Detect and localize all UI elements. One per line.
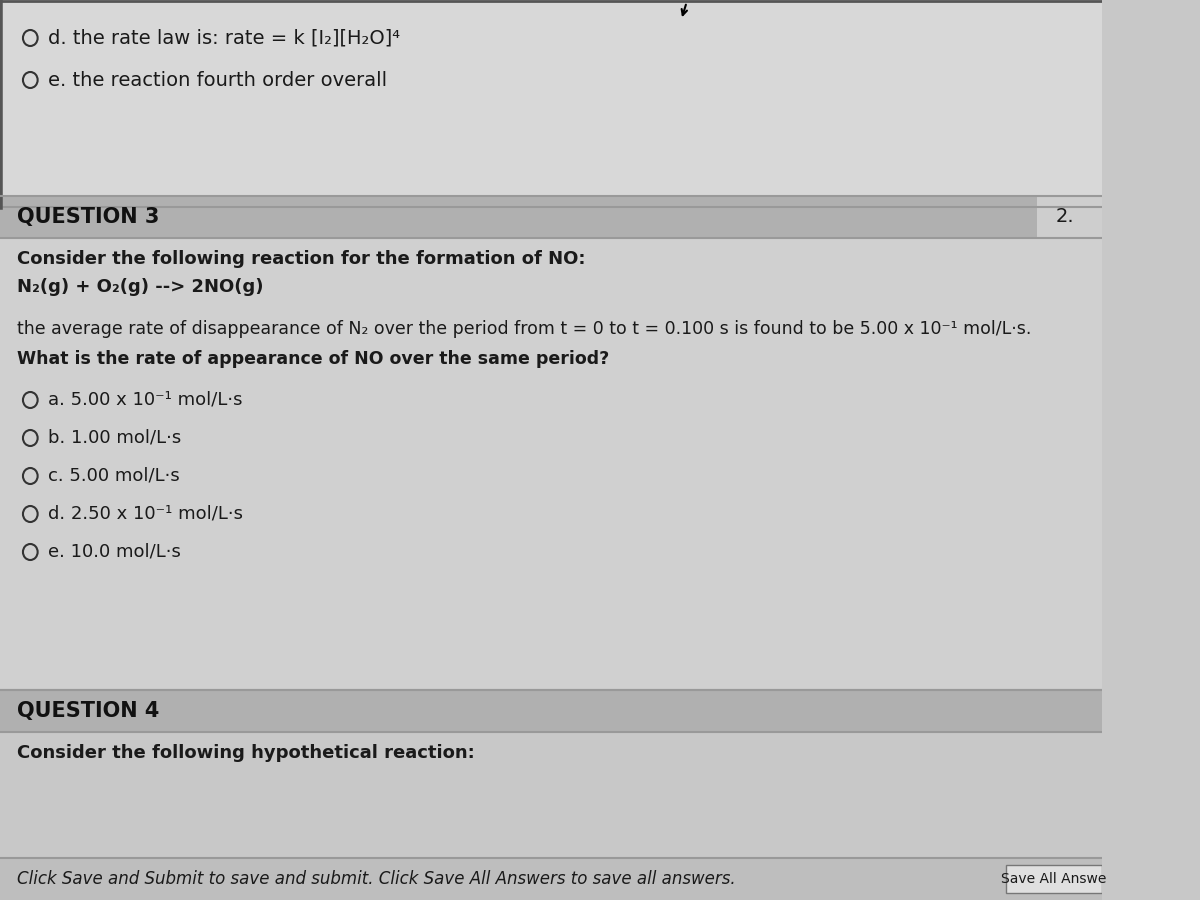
FancyBboxPatch shape [0,858,1102,900]
Text: d. 2.50 x 10⁻¹ mol/L·s: d. 2.50 x 10⁻¹ mol/L·s [48,505,242,523]
Text: b. 1.00 mol/L·s: b. 1.00 mol/L·s [48,429,181,447]
FancyBboxPatch shape [1038,196,1102,238]
Text: e. the reaction fourth order overall: e. the reaction fourth order overall [48,70,386,89]
FancyBboxPatch shape [0,238,1102,730]
Text: Consider the following reaction for the formation of NO:: Consider the following reaction for the … [17,250,586,268]
Text: e. 10.0 mol/L·s: e. 10.0 mol/L·s [48,543,181,561]
FancyBboxPatch shape [0,196,1038,238]
Text: 2.: 2. [1056,208,1074,227]
Text: a. 5.00 x 10⁻¹ mol/L·s: a. 5.00 x 10⁻¹ mol/L·s [48,391,242,409]
Text: Save All Answe: Save All Answe [1001,872,1106,886]
Text: N₂(g) + O₂(g) --> 2NO(g): N₂(g) + O₂(g) --> 2NO(g) [17,278,263,296]
FancyBboxPatch shape [0,690,1102,732]
Text: QUESTION 4: QUESTION 4 [17,701,158,721]
FancyBboxPatch shape [1006,865,1102,893]
Text: d. the rate law is: rate = k [I₂][H₂O]⁴: d. the rate law is: rate = k [I₂][H₂O]⁴ [48,29,400,48]
Text: Click Save and Submit to save and submit. Click Save All Answers to save all ans: Click Save and Submit to save and submit… [17,870,736,888]
Text: What is the rate of appearance of NO over the same period?: What is the rate of appearance of NO ove… [17,350,608,368]
Text: Consider the following hypothetical reaction:: Consider the following hypothetical reac… [17,744,474,762]
Text: QUESTION 3: QUESTION 3 [17,207,158,227]
FancyBboxPatch shape [0,0,1102,210]
Text: c. 5.00 mol/L·s: c. 5.00 mol/L·s [48,467,180,485]
Text: the average rate of disappearance of N₂ over the period from t = 0 to t = 0.100 : the average rate of disappearance of N₂ … [17,320,1031,338]
